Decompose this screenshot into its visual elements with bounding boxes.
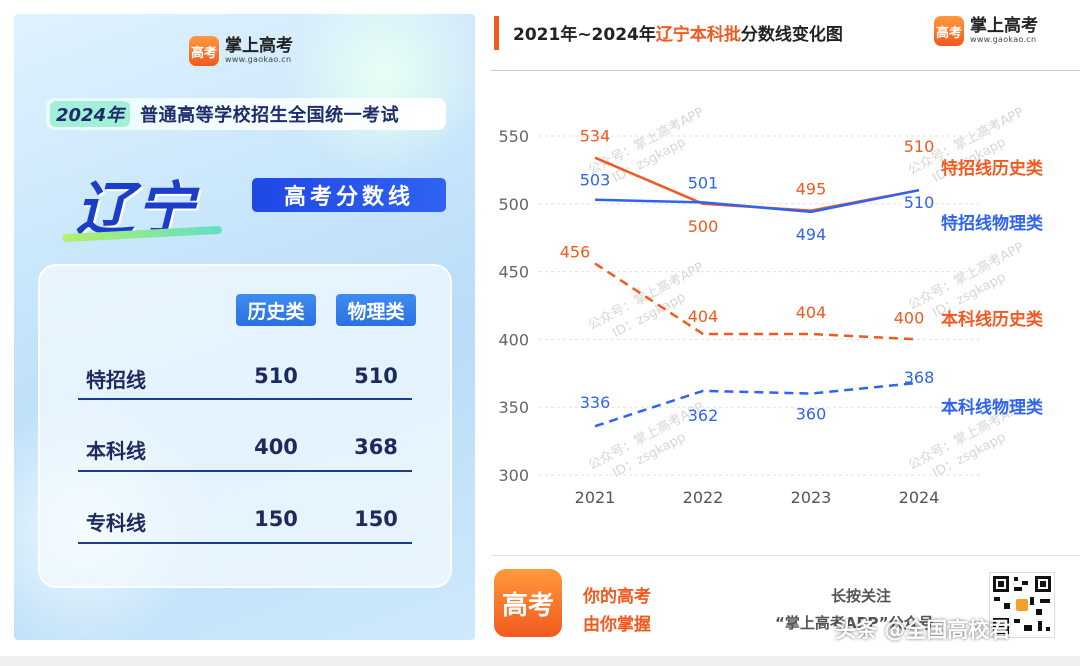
- data-label: 500: [688, 217, 719, 236]
- brand-url: www.gaokao.cn: [225, 55, 292, 64]
- slogan-line-2: 由你掌握: [583, 615, 651, 635]
- score-poster: 高考 掌上高考 www.gaokao.cn 2024年 普通高等学校招生全国统一…: [14, 14, 475, 640]
- follow-text-2: “掌上高考APP”公众号: [775, 614, 934, 632]
- score-special-physics: 510: [354, 364, 398, 388]
- chart-title-highlight: 辽宁本科批: [655, 25, 741, 45]
- data-label: 404: [796, 303, 827, 322]
- brand-logo: 高考 掌上高考 www.gaokao.cn: [189, 36, 293, 66]
- y-tick-label: 350: [498, 398, 529, 417]
- chart-title-suffix: 分数线变化图: [740, 25, 843, 45]
- data-label: 495: [796, 180, 827, 199]
- footer-divider: [491, 555, 1080, 556]
- data-label: 510: [904, 193, 935, 212]
- score-undergrad-history: 400: [254, 435, 298, 459]
- title-accent-bar: [494, 16, 499, 50]
- y-tick-label: 500: [498, 195, 529, 214]
- data-label: 404: [688, 307, 719, 326]
- qr-code[interactable]: [989, 572, 1055, 638]
- row-label-vocational: 专科线: [86, 511, 146, 535]
- data-label: 510: [904, 137, 935, 156]
- series-line-3: [594, 381, 920, 428]
- x-tick-label: 2024: [899, 488, 940, 507]
- chart-panel: 2021年~2024年辽宁本科批分数线变化图 高考 掌上高考 www.gaoka…: [491, 0, 1080, 666]
- data-label: 368: [904, 368, 935, 387]
- chart-title-prefix: 2021年~2024年: [513, 25, 656, 45]
- row-divider: [78, 470, 412, 472]
- source-watermark: 头条 @全国高校君: [835, 618, 1011, 642]
- exam-year: 2024年: [50, 101, 131, 127]
- footer-logo-icon: 高考: [494, 569, 562, 637]
- gaokao-logo-icon: 高考: [934, 16, 964, 46]
- chart-title: 2021年~2024年辽宁本科批分数线变化图: [513, 20, 843, 45]
- row-divider: [78, 542, 412, 544]
- gaokao-logo-icon: 高考: [189, 36, 219, 66]
- exam-banner: 2024年 普通高等学校招生全国统一考试: [46, 98, 446, 130]
- series-line-1: [594, 188, 920, 214]
- row-label-special: 特招线: [86, 368, 146, 392]
- score-tag: 高考分数线: [252, 178, 446, 212]
- brand-name: 掌上高考: [225, 36, 293, 56]
- brand-url: www.gaokao.cn: [970, 35, 1037, 44]
- y-tick-label: 400: [498, 330, 529, 349]
- y-tick-label: 450: [498, 263, 529, 282]
- header-divider: [491, 70, 1080, 71]
- x-tick-label: 2023: [791, 488, 832, 507]
- series-line-2: [594, 262, 920, 341]
- follow-text-1: 长按关注: [831, 587, 892, 605]
- data-label: 336: [580, 393, 611, 412]
- score-undergrad-physics: 368: [354, 435, 398, 459]
- row-label-undergrad: 本科线: [86, 439, 146, 463]
- qr-code-icon: [993, 576, 1051, 634]
- y-tick-label: 300: [498, 466, 529, 485]
- row-divider: [78, 398, 412, 400]
- page-bottom-strip: [0, 656, 1080, 666]
- brand-logo-header: 高考 掌上高考 www.gaokao.cn: [934, 16, 1038, 46]
- data-label: 494: [796, 225, 827, 244]
- x-tick-label: 2022: [683, 488, 724, 507]
- score-special-history: 510: [254, 364, 298, 388]
- x-tick-label: 2021: [575, 488, 616, 507]
- data-label: 360: [796, 405, 827, 424]
- score-vocational-physics: 150: [354, 507, 398, 531]
- poster-glow: [274, 14, 475, 174]
- data-label: 400: [894, 308, 925, 327]
- series-name-label: 特招线历史类: [941, 158, 1044, 179]
- column-header-physics: 物理类: [336, 294, 416, 326]
- data-label: 456: [560, 242, 591, 261]
- column-header-history: 历史类: [236, 294, 316, 326]
- data-label: 503: [580, 171, 611, 190]
- data-label: 501: [688, 173, 719, 192]
- slogan-line-1: 你的高考: [583, 587, 651, 607]
- series-name-label: 本科线历史类: [941, 309, 1044, 330]
- series-name-label: 本科线物理类: [941, 397, 1044, 418]
- data-label: 534: [580, 127, 611, 146]
- data-label: 362: [688, 406, 719, 425]
- exam-title: 普通高等学校招生全国统一考试: [140, 105, 400, 126]
- score-vocational-history: 150: [254, 507, 298, 531]
- y-tick-label: 550: [498, 127, 529, 146]
- brand-name: 掌上高考: [970, 16, 1038, 36]
- series-name-label: 特招线物理类: [941, 213, 1044, 234]
